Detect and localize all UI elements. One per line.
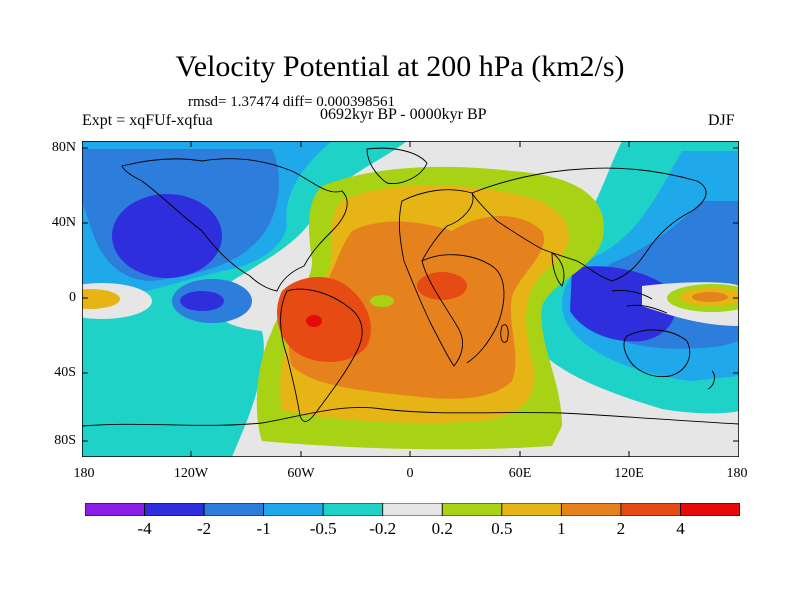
colorbar-label: 4	[676, 519, 685, 538]
colorbar-label: -0.2	[369, 519, 397, 538]
season-label: DJF	[708, 112, 735, 129]
colorbar-label: 0.5	[491, 519, 513, 538]
x-tick-0: 0	[406, 466, 414, 481]
colorbar	[85, 503, 740, 516]
colorbar-swatch	[620, 503, 681, 516]
coastlines	[82, 147, 739, 427]
colorbar-swatch	[144, 503, 205, 516]
colorbar-swatch	[680, 503, 740, 516]
y-tick-80s: 80S	[54, 433, 76, 448]
colorbar-label: 2	[616, 519, 626, 538]
neg-region-west-2c	[180, 291, 224, 311]
neg-region-east-2	[570, 266, 676, 342]
colorbar-swatch	[441, 503, 503, 516]
x-tick-120w: 120W	[173, 466, 209, 481]
y-tick-40s: 40S	[54, 365, 76, 380]
contour-field	[82, 141, 739, 457]
colorbar-label: -0.5	[309, 519, 337, 538]
colorbar-label: -1	[256, 519, 271, 538]
x-tick-180-west: 180	[73, 466, 95, 481]
pos-dateline-west-05	[82, 289, 120, 309]
colorbar-label: 0.2	[431, 519, 453, 538]
colorbar-label: -4	[137, 519, 152, 538]
y-tick-40n: 40N	[51, 215, 76, 230]
x-tick-60w: 60W	[287, 466, 315, 481]
colorbar-swatch	[560, 503, 622, 516]
colorbar-swatch	[203, 503, 265, 516]
rmsd-diff-stats: rmsd= 1.37474 diff= 0.000398561	[188, 94, 396, 110]
x-tick-60e: 60E	[508, 466, 532, 481]
colorbar-swatch	[263, 503, 324, 516]
y-tick-0: 0	[69, 290, 76, 305]
colorbar-label: 1	[557, 519, 566, 538]
neutral-spot-atlantic	[370, 295, 394, 307]
x-tick-120e: 120E	[614, 466, 644, 481]
pos-region-4	[277, 276, 371, 363]
colorbar-swatch	[322, 503, 384, 516]
map-ticks	[82, 141, 739, 457]
colorbar-swatch	[382, 503, 443, 516]
period-label: 0692kyr BP - 0000kyr BP	[320, 106, 487, 123]
pos-region-africa-4	[417, 272, 467, 300]
pos-region-max	[306, 315, 322, 327]
colorbar-label: -2	[196, 519, 212, 538]
colorbar-swatch	[501, 503, 562, 516]
map-title: Velocity Potential at 200 hPa (km2/s)	[175, 50, 625, 83]
pos-dateline-east-2	[692, 292, 728, 302]
neg-region-west-2	[112, 194, 222, 278]
colorbar-swatch	[85, 503, 145, 516]
y-tick-80n: 80N	[51, 140, 76, 155]
velocity-potential-map	[82, 141, 739, 457]
x-tick-180-east: 180	[726, 466, 748, 481]
experiment-label: Expt = xqFUf-xqfua	[82, 112, 213, 129]
